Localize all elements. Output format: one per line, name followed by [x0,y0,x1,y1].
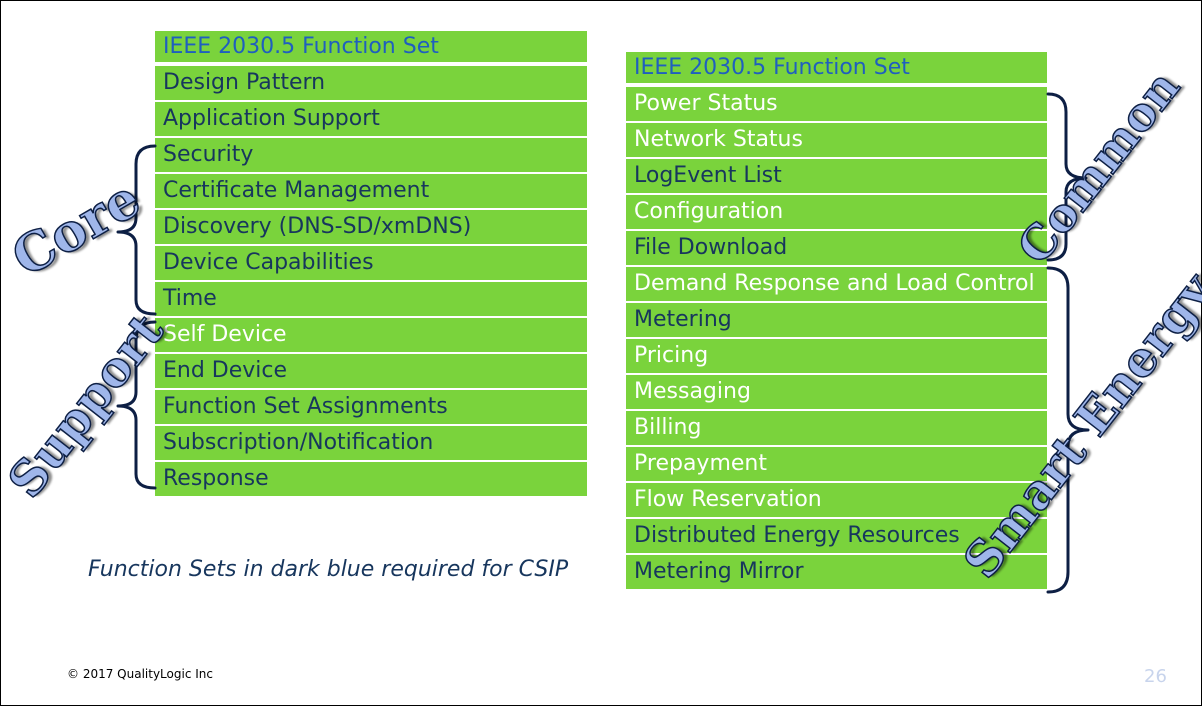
row-messaging: Messaging [626,375,1047,411]
row-end-device: End Device [155,354,587,390]
row-configuration: Configuration [626,195,1047,231]
row-design-pattern: Design Pattern [155,66,587,102]
row-metering: Metering [626,303,1047,339]
row-security: Security [155,138,587,174]
row-response: Response [155,462,587,498]
row-demand-response: Demand Response and Load Control [626,267,1047,303]
row-prepayment: Prepayment [626,447,1047,483]
row-function-set-assignments: Function Set Assignments [155,390,587,426]
row-distributed-energy-resources: Distributed Energy Resources [626,519,1047,555]
right-function-set-table: IEEE 2030.5 Function Set Power Status Ne… [626,52,1047,591]
row-device-capabilities: Device Capabilities [155,246,587,282]
row-billing: Billing [626,411,1047,447]
common-brace [1046,92,1088,262]
row-pricing: Pricing [626,339,1047,375]
row-subscription-notification: Subscription/Notification [155,426,587,462]
right-table-header: IEEE 2030.5 Function Set [626,52,1047,87]
row-logevent-list: LogEvent List [626,159,1047,195]
row-discovery: Discovery (DNS-SD/xmDNS) [155,210,587,246]
core-brace [116,144,157,316]
row-application-support: Application Support [155,102,587,138]
copyright-footer: © 2017 QualityLogic Inc [67,667,213,681]
row-power-status: Power Status [626,87,1047,123]
csip-note: Function Sets in dark blue required for … [88,557,569,582]
row-network-status: Network Status [626,123,1047,159]
smart-energy-brace [1046,266,1090,594]
row-time: Time [155,282,587,318]
row-metering-mirror: Metering Mirror [626,555,1047,591]
row-flow-reservation: Flow Reservation [626,483,1047,519]
support-brace [116,320,157,490]
row-file-download: File Download [626,231,1047,267]
left-function-set-table: IEEE 2030.5 Function Set Design Pattern … [155,31,587,498]
row-certificate-management: Certificate Management [155,174,587,210]
left-table-header: IEEE 2030.5 Function Set [155,31,587,66]
row-self-device: Self Device [155,318,587,354]
page-number: 26 [1144,666,1167,687]
